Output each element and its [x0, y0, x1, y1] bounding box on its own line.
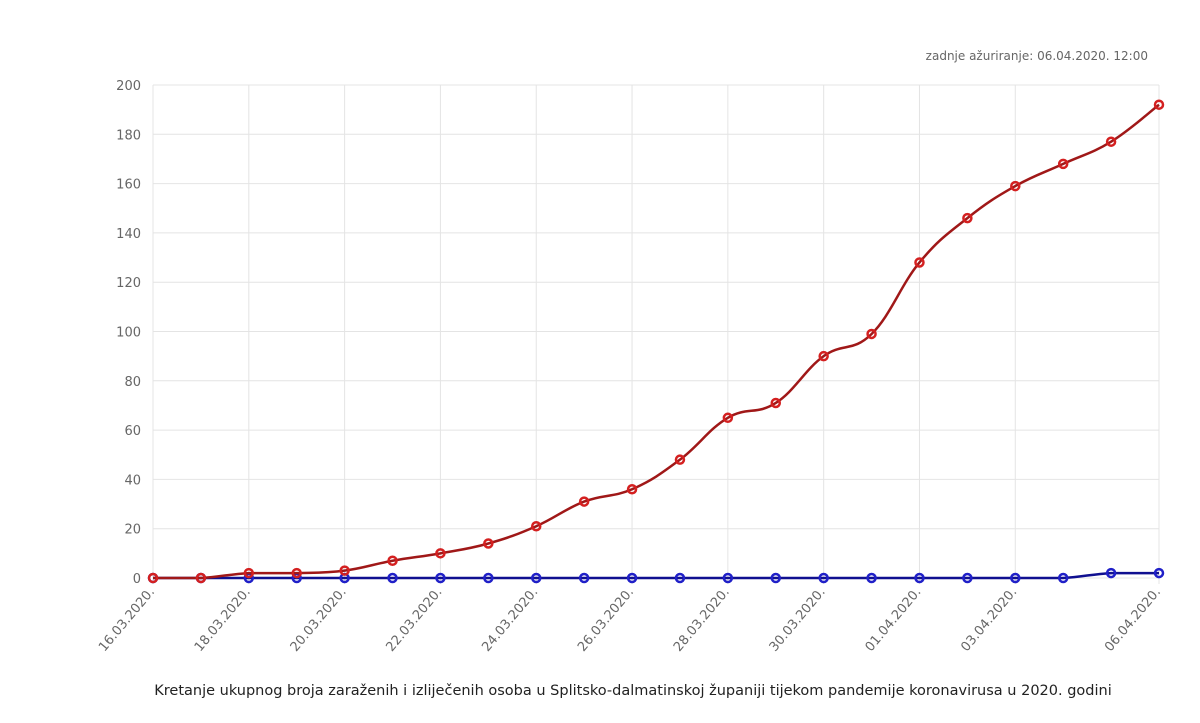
data-point-izliječeni — [530, 572, 542, 584]
x-tick-label: 06.04.2020. — [1102, 585, 1164, 655]
data-point-zaraženi — [866, 328, 877, 340]
data-point-zaraženi — [626, 484, 638, 495]
data-point-zaraženi — [1010, 180, 1021, 192]
last-updated: zadnje ažuriranje: 06.04.2020. 12:00 — [925, 49, 1148, 63]
data-point-izliječeni — [962, 572, 973, 584]
data-point-zaraženi — [1057, 158, 1069, 170]
data-point-izliječeni — [1057, 572, 1069, 584]
data-point-izliječeni — [1010, 572, 1021, 584]
data-point-zaraženi — [1153, 99, 1165, 110]
data-point-zaraženi — [530, 520, 542, 532]
data-point-zaraženi — [243, 567, 255, 579]
data-point-zaraženi — [818, 350, 829, 362]
x-tick-label: 28.03.2020. — [671, 585, 733, 655]
y-tick-label: 80 — [124, 375, 141, 390]
data-point-izliječeni — [1105, 567, 1117, 579]
data-point-izliječeni — [626, 572, 638, 584]
data-point-izliječeni — [578, 572, 590, 584]
data-point-izliječeni — [674, 572, 686, 584]
x-tick-label: 22.03.2020. — [383, 585, 445, 655]
data-point-zaraženi — [483, 538, 494, 549]
data-point-zaraženi — [578, 496, 590, 507]
x-tick-label: 26.03.2020. — [575, 585, 637, 655]
y-tick-label: 160 — [116, 178, 141, 193]
data-point-izliječeni — [1153, 567, 1165, 579]
data-point-izliječeni — [866, 572, 877, 584]
y-tick-label: 60 — [124, 424, 141, 439]
data-point-zaraženi — [147, 572, 159, 584]
data-point-izliječeni — [722, 572, 734, 584]
x-tick-label: 30.03.2020. — [767, 585, 829, 655]
y-tick-label: 180 — [116, 128, 141, 143]
data-point-zaraženi — [195, 572, 207, 584]
series-line-zaraženi — [153, 103, 1160, 580]
data-point-zaraženi — [1105, 136, 1117, 147]
data-point-izliječeni — [914, 572, 925, 584]
y-tick-label: 120 — [116, 276, 141, 291]
data-point-zaraženi — [291, 567, 302, 579]
y-tick-label: 200 — [116, 79, 141, 94]
chart-title: Kretanje ukupnog broja zaraženih i izlij… — [154, 683, 1112, 699]
x-tick-label: 03.04.2020. — [958, 585, 1020, 655]
data-point-zaraženi — [722, 412, 734, 424]
data-point-zaraženi — [674, 454, 686, 465]
x-tick-label: 20.03.2020. — [288, 585, 350, 655]
y-tick-label: 100 — [116, 326, 141, 341]
data-point-izliječeni — [483, 572, 494, 584]
data-point-zaraženi — [962, 212, 973, 224]
data-point-izliječeni — [435, 572, 446, 584]
data-point-zaraženi — [339, 565, 350, 576]
series-line-izliječeni — [153, 571, 1159, 580]
y-tick-label: 40 — [124, 473, 141, 488]
data-point-zaraženi — [770, 397, 782, 409]
data-point-izliječeni — [818, 572, 829, 584]
y-tick-label: 0 — [133, 572, 141, 587]
x-tick-label: 01.04.2020. — [863, 585, 925, 655]
y-tick-label: 20 — [124, 523, 141, 538]
x-tick-label: 24.03.2020. — [479, 585, 541, 655]
data-point-zaraženi — [435, 548, 446, 559]
data-point-izliječeni — [387, 572, 398, 584]
x-tick-label: 18.03.2020. — [192, 585, 254, 655]
data-point-zaraženi — [914, 257, 925, 268]
y-tick-label: 140 — [116, 227, 141, 242]
data-point-izliječeni — [770, 572, 782, 584]
data-point-zaraženi — [387, 555, 398, 566]
x-tick-label: 16.03.2020. — [96, 585, 158, 655]
